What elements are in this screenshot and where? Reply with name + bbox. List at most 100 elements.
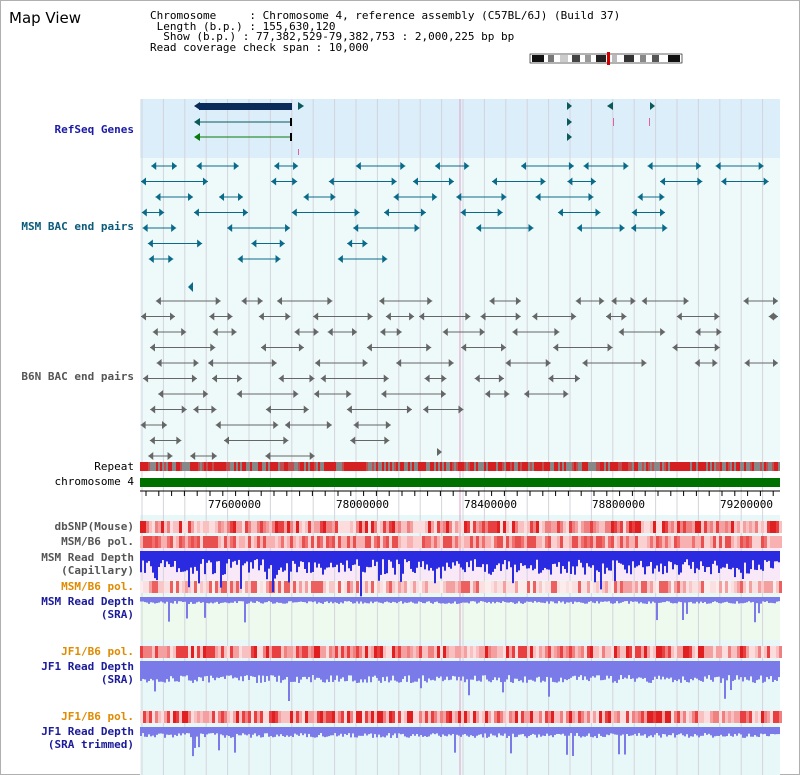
depth-bar <box>568 661 570 680</box>
heat-cell <box>257 536 260 548</box>
depth-bar <box>628 727 630 737</box>
bac-end <box>504 390 510 398</box>
heat-cell <box>443 581 446 593</box>
depth-bar <box>466 661 468 680</box>
heat-cell <box>551 581 554 593</box>
heat-cell <box>287 581 290 593</box>
heat-cell <box>641 581 644 593</box>
depth-bar <box>272 551 274 592</box>
heat-cell <box>497 646 500 658</box>
depth-bar <box>216 727 218 734</box>
bac-end <box>773 359 778 367</box>
depth-bar <box>440 727 442 737</box>
bac-end <box>460 208 466 217</box>
depth-bar <box>562 551 564 567</box>
track-label-msm-b6-pol[interactable]: MSM/B6 pol. <box>61 535 134 548</box>
track-label-dbsnp[interactable]: dbSNP(Mouse) <box>54 520 134 533</box>
track-label-repeat[interactable]: Repeat <box>94 460 134 473</box>
depth-bar <box>538 551 540 574</box>
heat-cell <box>209 536 212 548</box>
heat-cell <box>737 581 740 593</box>
depth-bar <box>532 551 534 571</box>
repeat-segment <box>430 462 432 471</box>
heat-cell <box>524 646 527 658</box>
heat-cell <box>503 646 506 658</box>
repeat-segment <box>480 462 482 471</box>
depth-bar <box>236 597 238 604</box>
track-label-jf1-depth-sra[interactable]: JF1 Read Depth <box>41 660 134 673</box>
depth-bar <box>774 597 776 604</box>
heat-cell <box>401 521 404 533</box>
bac-end <box>621 312 627 321</box>
repeat-segment <box>340 462 342 471</box>
depth-bar <box>288 551 290 583</box>
repeat-segment <box>484 462 486 471</box>
repeat-segment <box>538 462 540 471</box>
depth-bar <box>414 551 416 573</box>
depth-bar <box>732 661 734 682</box>
repeat-segment <box>532 462 534 471</box>
depth-bar <box>646 661 648 682</box>
depth-bar <box>482 551 484 565</box>
depth-bar <box>156 551 158 581</box>
repeat-segment <box>388 462 390 471</box>
depth-bar <box>170 727 172 735</box>
track-label-msm-depth-sra[interactable]: MSM Read Depth <box>41 595 134 608</box>
heat-cell <box>209 711 212 723</box>
depth-bar <box>298 727 300 736</box>
depth-bar <box>422 661 424 676</box>
heat-cell <box>383 646 386 658</box>
depth-bar <box>426 551 428 565</box>
repeat-segment <box>224 462 226 471</box>
depth-bar <box>760 597 762 604</box>
track-label-jf1-b6-pol[interactable]: JF1/B6 pol. <box>61 645 134 658</box>
track-label-refseq[interactable]: RefSeq Genes <box>54 123 134 136</box>
heat-cell <box>779 711 782 723</box>
heat-cell <box>548 521 551 533</box>
depth-bar <box>778 551 780 563</box>
depth-bar <box>504 597 506 602</box>
depth-bar <box>298 551 300 567</box>
depth-bar <box>350 551 352 571</box>
track-label-b6n-bac[interactable]: B6N BAC end pairs <box>21 370 134 383</box>
repeat-segment <box>204 462 206 471</box>
track-label-chromosome[interactable]: chromosome 4 <box>54 475 134 488</box>
ideogram-band <box>560 55 568 62</box>
heat-cell <box>425 646 428 658</box>
depth-bar <box>298 597 300 602</box>
depth-bar <box>620 597 622 603</box>
depth-bar <box>502 551 504 565</box>
depth-bar <box>278 661 280 676</box>
heat-cell <box>227 646 230 658</box>
repeat-segment <box>772 462 774 471</box>
bac-end <box>257 297 263 305</box>
depth-bar <box>646 597 648 604</box>
heat-cell <box>458 581 461 593</box>
repeat-segment <box>642 462 644 471</box>
depth-bar <box>546 551 548 570</box>
depth-bar <box>386 551 388 574</box>
heat-cell <box>503 536 506 548</box>
heat-cell <box>239 536 242 548</box>
depth-bar <box>712 551 714 564</box>
repeat-segment <box>710 462 712 471</box>
depth-bar <box>680 597 682 603</box>
heat-cell <box>680 521 683 533</box>
heat-cell <box>749 646 752 658</box>
depth-bar <box>330 551 332 563</box>
heat-cell <box>485 521 488 533</box>
track-label-msm-b6-pol-2[interactable]: MSM/B6 pol. <box>61 580 134 593</box>
track-label-msm-depth-capillary[interactable]: MSM Read Depth <box>41 551 134 564</box>
heat-cell <box>419 536 422 548</box>
depth-bar <box>352 551 354 566</box>
heat-cell <box>281 521 284 533</box>
heat-cell <box>542 581 545 593</box>
track-label-jf1-b6-pol-2[interactable]: JF1/B6 pol. <box>61 710 134 723</box>
bac-end <box>419 312 425 321</box>
depth-bar <box>670 661 672 678</box>
heat-cell <box>545 536 548 548</box>
track-label-jf1-depth-trimmed[interactable]: JF1 Read Depth <box>41 725 134 738</box>
track-label-msm-bac[interactable]: MSM BAC end pairs <box>21 220 134 233</box>
heat-cell <box>425 711 428 723</box>
